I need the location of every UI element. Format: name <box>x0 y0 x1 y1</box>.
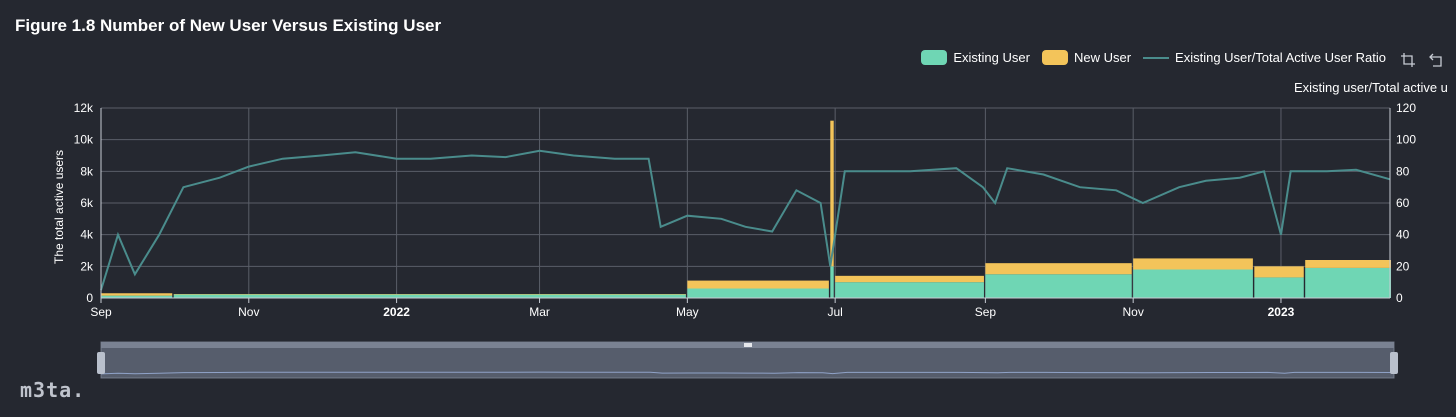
x-tick-label: Sep <box>90 305 112 319</box>
existing-user-bar <box>173 294 686 298</box>
existing-user-bar <box>101 295 173 298</box>
x-tick-label: Jul <box>827 305 842 319</box>
existing-user-bar <box>1133 269 1253 298</box>
y2-tick-label: 120 <box>1396 101 1416 115</box>
legend-label-existing-user: Existing User <box>953 50 1030 65</box>
legend-label-ratio: Existing User/Total Active User Ratio <box>1175 50 1386 65</box>
chart-bars <box>101 120 1391 298</box>
new-user-bar <box>687 280 829 289</box>
legend-label-new-user: New User <box>1073 50 1132 65</box>
chart-legend: Existing User New User Existing User/Tot… <box>921 50 1386 65</box>
legend-item-new-user[interactable]: New User <box>1041 50 1132 65</box>
existing-user-bar <box>1254 277 1304 298</box>
y-tick-label: 0 <box>86 291 93 305</box>
y-tick-label: 10k <box>74 133 94 147</box>
zoom-handle-left[interactable] <box>97 352 105 374</box>
existing-user-bar <box>830 266 834 298</box>
new-user-bar <box>835 275 984 283</box>
x-tick-label: 2022 <box>383 305 410 319</box>
legend-swatch-existing-user <box>921 50 948 65</box>
ratio-line-series <box>100 149 1391 291</box>
x-tick-label: 2023 <box>1268 305 1295 319</box>
new-user-bar <box>1254 266 1304 278</box>
chart-title: Figure 1.8 Number of New User Versus Exi… <box>15 16 442 35</box>
new-user-bar <box>1133 258 1253 270</box>
y-tick-label: 8k <box>80 164 94 178</box>
zoom-reset-icon[interactable] <box>1428 52 1444 68</box>
x-tick-label: Nov <box>1122 305 1143 319</box>
zoom-slider[interactable] <box>97 341 1398 379</box>
x-tick-label: May <box>676 305 699 319</box>
y-tick-label: 6k <box>80 196 94 210</box>
legend-item-existing-user[interactable]: Existing User <box>921 50 1030 65</box>
x-tick-label: Nov <box>238 305 259 319</box>
existing-user-bar <box>985 274 1132 298</box>
chart-axes: 0 2k 4k 6k 8k 10k 12k 0 20 40 60 80 100 120 Sep Nov 2022… <box>74 101 1417 319</box>
y2-tick-label: 40 <box>1396 228 1410 242</box>
zoom-select-icon[interactable] <box>1400 52 1416 68</box>
x-tick-label: Mar <box>529 305 550 319</box>
x-tick-label: Sep <box>975 305 997 319</box>
existing-user-bar <box>1305 267 1391 298</box>
legend-item-ratio[interactable]: Existing User/Total Active User Ratio <box>1143 50 1386 65</box>
zoom-handle-right[interactable] <box>1390 352 1398 374</box>
new-user-bar <box>985 263 1132 275</box>
y-tick-label: 2k <box>80 259 94 273</box>
y2-tick-label: 20 <box>1396 259 1410 273</box>
y2-tick-label: 0 <box>1396 291 1403 305</box>
legend-swatch-ratio <box>1143 56 1170 59</box>
y-tick-label: 12k <box>74 101 94 115</box>
zoom-grip-icon[interactable] <box>744 343 752 347</box>
y2-tick-label: 80 <box>1396 164 1410 178</box>
legend-swatch-new-user <box>1041 50 1068 65</box>
existing-user-bar <box>835 282 984 298</box>
zoom-preview-line <box>100 371 1395 375</box>
existing-user-bar <box>687 288 829 298</box>
new-user-bar <box>1305 260 1391 268</box>
y2-tick-label: 60 <box>1396 196 1410 210</box>
new-user-bar <box>101 293 173 296</box>
new-user-bar <box>830 120 834 267</box>
y-tick-label: 4k <box>80 228 94 242</box>
brand-logo: m3ta. <box>20 378 86 402</box>
y2-tick-label: 100 <box>1396 133 1416 147</box>
chart-toolbox <box>1400 52 1444 68</box>
right-axis-title: Existing user/Total active u <box>1294 80 1448 95</box>
